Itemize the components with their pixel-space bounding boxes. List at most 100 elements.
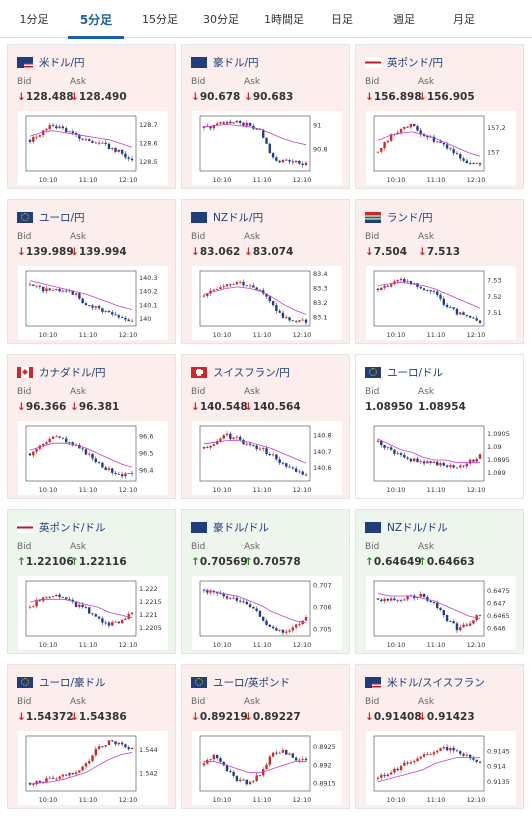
pair-name-link[interactable]: 米ドル/円: [39, 56, 85, 69]
x-tick-label: 11:10: [253, 641, 272, 649]
price-chart[interactable]: 1.0905 1.09 1.0895 1.089 10:10 11:10 12:10: [366, 421, 516, 495]
rate-card[interactable]: カナダドル/円 Bid Ask ↓96.366 ↓96.381 96.6 96.5 96.4 1…: [7, 354, 176, 499]
rate-card[interactable]: 英ポンド/ドル Bid Ask ↑1.22106 ↑1.22116 1.222 1.2215…: [7, 509, 176, 654]
candle-body: [294, 160, 298, 163]
pair-name-link[interactable]: 英ポンド/ドル: [39, 521, 106, 534]
price-chart[interactable]: 140.3 140.2 140.1 140 10:10 11:10 12:10: [18, 266, 168, 340]
rate-card[interactable]: ユーロ/英ポンド Bid Ask ↓0.89219 ↓0.89227 0.8925 0.89…: [181, 664, 350, 809]
rate-card[interactable]: 米ドル/円 Bid Ask ↓128.488 ↓128.490 128.7 128.6 128…: [7, 44, 176, 189]
tab-1[interactable]: 1分足: [19, 13, 49, 26]
pair-name-link[interactable]: ユーロ/英ポンド: [213, 676, 291, 689]
price-chart[interactable]: 140.8 140.7 140.6 10:10 11:10 12:10: [192, 421, 342, 495]
pair-name-link[interactable]: ユーロ/豪ドル: [39, 676, 106, 689]
candle-body: [399, 278, 403, 281]
candle-body: [219, 593, 222, 595]
candle-body: [71, 131, 74, 134]
pair-name-link[interactable]: スイスフラン/円: [213, 366, 290, 379]
ask-label: Ask: [418, 77, 435, 87]
rate-card[interactable]: 豪ドル/ドル Bid Ask ↑0.70569 ↑0.70578 0.707 0.706 0.…: [181, 509, 350, 654]
pair-name-link[interactable]: NZドル/円: [213, 211, 264, 224]
candle-body: [472, 758, 475, 760]
candle-body: [81, 448, 84, 450]
candle-body: [130, 158, 134, 161]
tab-6[interactable]: 日足: [331, 13, 353, 26]
price-chart[interactable]: 128.7 128.6 128.5 10:10 11:10 12:10: [18, 111, 168, 185]
pair-name-link[interactable]: カナダドル/円: [39, 366, 106, 379]
rate-card[interactable]: 豪ドル/円 Bid Ask ↓90.678 ↓90.683 91 90.8 10:10 11:1…: [181, 44, 350, 189]
x-tick-label: 12:10: [293, 641, 312, 649]
pair-name-link[interactable]: NZドル/ドル: [387, 521, 448, 534]
price-chart[interactable]: 1.544 1.542 10:10 11:10 12:10: [18, 731, 168, 805]
rate-card[interactable]: NZドル/円 Bid Ask ↓83.062 ↓83.074 83.4 83.3 83.2 83…: [181, 199, 350, 344]
chart-frame: [373, 735, 485, 792]
candle-body: [298, 623, 301, 625]
price-chart[interactable]: 0.8925 0.892 0.8915 10:10 11:10 12:10: [192, 731, 342, 805]
candle-body: [475, 163, 478, 165]
price-chart[interactable]: 91 90.8 10:10 11:10 12:10: [192, 111, 342, 185]
candle-body: [74, 772, 78, 775]
candle-body: [124, 473, 127, 477]
candle-body: [114, 621, 117, 623]
y-tick-label: 128.6: [139, 140, 158, 148]
pair-name-link[interactable]: ユーロ/ドル: [387, 366, 444, 379]
rate-card[interactable]: NZドル/ドル Bid Ask ↑0.64649 ↑0.64663 0.6475 0.647…: [355, 509, 524, 654]
chart-frame: [199, 735, 311, 792]
rate-card[interactable]: 米ドル/スイスフラン Bid Ask ↓0.91408 ↓0.91423 0.9145 0.…: [355, 664, 524, 809]
arrow-down-icon: ↓: [365, 91, 374, 103]
pair-name-link[interactable]: 米ドル/スイスフラン: [387, 676, 485, 689]
rate-card[interactable]: 英ポンド/円 Bid Ask ↓156.898 ↓156.905 157.2 157 10:1…: [355, 44, 524, 189]
tab-5[interactable]: 1時間足: [264, 13, 304, 26]
candle-body: [94, 749, 98, 756]
pair-name-link[interactable]: ユーロ/円: [39, 211, 85, 224]
rate-card[interactable]: ランド/円 Bid Ask ↓7.504 ↓7.513 7.53 7.52 7.51 10:10…: [355, 199, 524, 344]
x-tick-label: 10:10: [39, 486, 58, 494]
pair-name-link[interactable]: 英ポンド/円: [387, 56, 444, 69]
price-chart[interactable]: 0.707 0.706 0.705 10:10 11:10 12:10: [192, 576, 342, 650]
price-chart[interactable]: 0.6475 0.647 0.6465 0.646 10:10 11:10 12:10: [366, 576, 516, 650]
candle-body: [55, 126, 58, 129]
candle-body: [301, 758, 304, 760]
tab-4[interactable]: 30分足: [203, 13, 239, 26]
candle-body: [248, 781, 252, 785]
pair-name-link[interactable]: 豪ドル/ドル: [213, 521, 270, 534]
chart-svg: 7.53 7.52 7.51 10:10 11:10 12:10: [366, 266, 516, 340]
candle-body: [51, 289, 55, 291]
x-tick-label: 11:10: [79, 176, 98, 184]
price-chart[interactable]: 0.9145 0.914 0.9135 10:10 11:10 12:10: [366, 731, 516, 805]
tab-2[interactable]: 5分足: [68, 0, 124, 39]
tab-7[interactable]: 週足: [393, 13, 415, 26]
candle-body: [238, 436, 242, 440]
pair-name-link[interactable]: ランド/円: [387, 211, 433, 224]
tab-8[interactable]: 月足: [453, 13, 475, 26]
bid-price: ↓90.678: [191, 91, 240, 103]
candle-body: [74, 133, 78, 135]
rate-card[interactable]: ユーロ/豪ドル Bid Ask ↓1.54372 ↓1.54386 1.544 1.542 1…: [7, 664, 176, 809]
candle-body: [445, 144, 449, 149]
rate-card[interactable]: スイスフラン/円 Bid Ask ↓140.548 ↓140.564 140.8 140.7…: [181, 354, 350, 499]
ask-value: 96.381: [78, 401, 120, 413]
chart-svg: 0.9145 0.914 0.9135 10:10 11:10 12:10: [366, 731, 516, 805]
rate-card[interactable]: ユーロ/円 Bid Ask ↓139.989 ↓139.994 140.3 140.2 140…: [7, 199, 176, 344]
rate-card[interactable]: ユーロ/ドル Bid Ask 1.08950 1.08954 1.0905 1.09 1.08…: [355, 354, 524, 499]
price-chart[interactable]: 83.4 83.3 83.2 83.1 10:10 11:10 12:10: [192, 266, 342, 340]
candle-body: [304, 474, 308, 476]
price-chart[interactable]: 157.2 157 10:10 11:10 12:10: [366, 111, 516, 185]
candle-body: [419, 286, 422, 289]
tab-3[interactable]: 15分足: [142, 13, 178, 26]
price-chart[interactable]: 1.222 1.2215 1.221 1.2205 10:10 11:10 12:10: [18, 576, 168, 650]
candle-body: [403, 278, 406, 282]
ask-label: Ask: [70, 387, 87, 397]
candle-body: [429, 136, 432, 138]
candle-body: [114, 148, 117, 152]
candle-body: [455, 308, 459, 315]
candle-body: [465, 463, 469, 467]
moving-average-line: [204, 761, 306, 774]
candle-body: [242, 439, 245, 445]
price-chart[interactable]: 7.53 7.52 7.51 10:10 11:10 12:10: [366, 266, 516, 340]
candle-body: [478, 615, 482, 616]
candle-body: [258, 448, 262, 450]
pair-name-link[interactable]: 豪ドル/円: [213, 56, 259, 69]
moving-average-line: [377, 438, 480, 464]
candle-body: [268, 756, 272, 765]
price-chart[interactable]: 96.6 96.5 96.4 10:10 11:10 12:10: [18, 421, 168, 495]
